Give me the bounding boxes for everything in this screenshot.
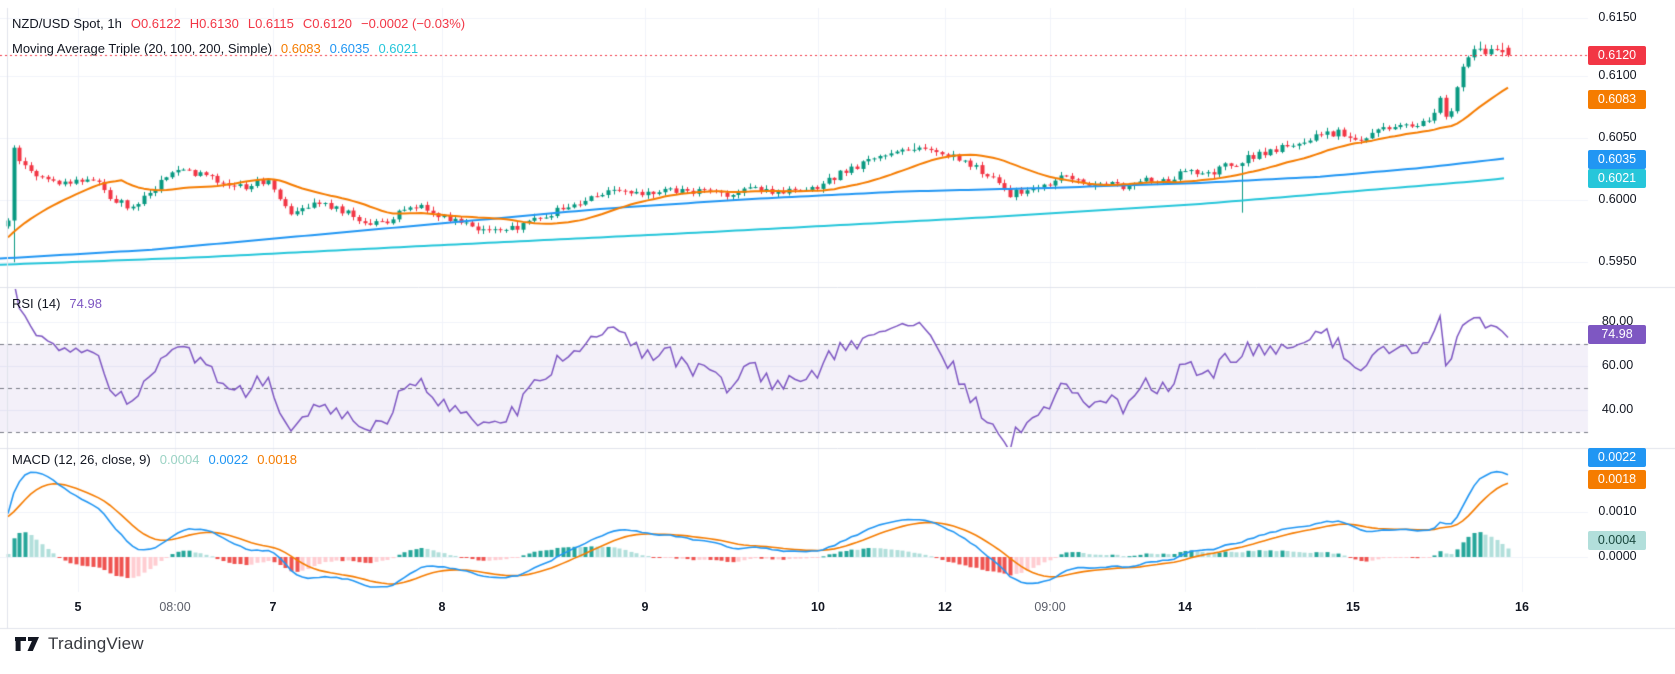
rsi-scale-label: 40.00 — [1601, 402, 1634, 416]
ohlc-close: C0.6120 — [302, 16, 353, 31]
tradingview-logo-icon — [15, 637, 39, 651]
rsi-value: 74.98 — [69, 296, 102, 311]
time-label-5: 5 — [74, 600, 82, 614]
time-label-0800: 08:00 — [159, 600, 191, 614]
ma-legend: Moving Average Triple (20, 100, 200, Sim… — [12, 41, 418, 56]
tradingview-logo[interactable]: TradingView — [14, 634, 144, 654]
last-price-badge: 0.6120 — [1588, 45, 1646, 65]
ma20-value-badge: 0.6083 — [1588, 89, 1646, 109]
price-scale-label: 0.6100 — [1598, 68, 1637, 82]
rsi-indicator-title[interactable]: RSI (14) — [12, 296, 61, 311]
macd-scale-label: 0.0010 — [1598, 504, 1637, 518]
macd-signal-value: 0.0018 — [257, 452, 298, 467]
ohlc-low: L0.6115 — [247, 16, 294, 31]
price-scale-label: 0.5950 — [1598, 254, 1637, 268]
ohlc-high: H0.6130 — [189, 16, 239, 31]
ma20-value: 0.6083 — [280, 41, 321, 56]
macd-hist-value: 0.0004 — [159, 452, 200, 467]
time-label-12: 12 — [938, 600, 952, 614]
symbol-legend: NZD/USD Spot, 1h O0.6122 H0.6130 L0.6115… — [12, 16, 465, 31]
macd-signal-badge: 0.0018 — [1588, 469, 1646, 489]
macd-line-value: 0.0022 — [208, 452, 249, 467]
price-scale-label: 0.6050 — [1598, 130, 1637, 144]
time-label-15: 15 — [1346, 600, 1360, 614]
ma100-value: 0.6035 — [329, 41, 370, 56]
price-scale-label: 0.6150 — [1598, 10, 1637, 24]
time-label-0900: 09:00 — [1034, 600, 1066, 614]
macd-indicator-title[interactable]: MACD (12, 26, close, 9) — [12, 452, 151, 467]
macd-line-badge: 0.0022 — [1588, 447, 1646, 467]
macd-legend: MACD (12, 26, close, 9) 0.0004 0.0022 0.… — [12, 452, 297, 467]
ohlc-change: −0.0002 (−0.03%) — [361, 16, 466, 31]
time-label-8: 8 — [438, 600, 446, 614]
macd-scale-label: 0.0000 — [1598, 549, 1637, 563]
time-label-14: 14 — [1178, 600, 1192, 614]
time-label-7: 7 — [269, 600, 277, 614]
ma200-value-badge: 0.6021 — [1588, 168, 1646, 188]
rsi-legend: RSI (14) 74.98 — [12, 296, 102, 311]
price-scale-label: 0.6000 — [1598, 192, 1637, 206]
tradingview-logo-text: TradingView — [48, 634, 144, 653]
ohlc-open: O0.6122 — [130, 16, 181, 31]
macd-hist-badge: 0.0004 — [1588, 530, 1646, 550]
ma100-value-badge: 0.6035 — [1588, 149, 1646, 169]
ma200-value: 0.6021 — [378, 41, 419, 56]
time-label-16: 16 — [1515, 600, 1529, 614]
rsi-value-badge: 74.98 — [1588, 324, 1646, 344]
ma-indicator-title[interactable]: Moving Average Triple (20, 100, 200, Sim… — [12, 41, 272, 56]
time-label-9: 9 — [641, 600, 649, 614]
time-label-10: 10 — [811, 600, 825, 614]
rsi-scale-label: 60.00 — [1601, 358, 1634, 372]
symbol-title[interactable]: NZD/USD Spot, 1h — [12, 16, 122, 31]
